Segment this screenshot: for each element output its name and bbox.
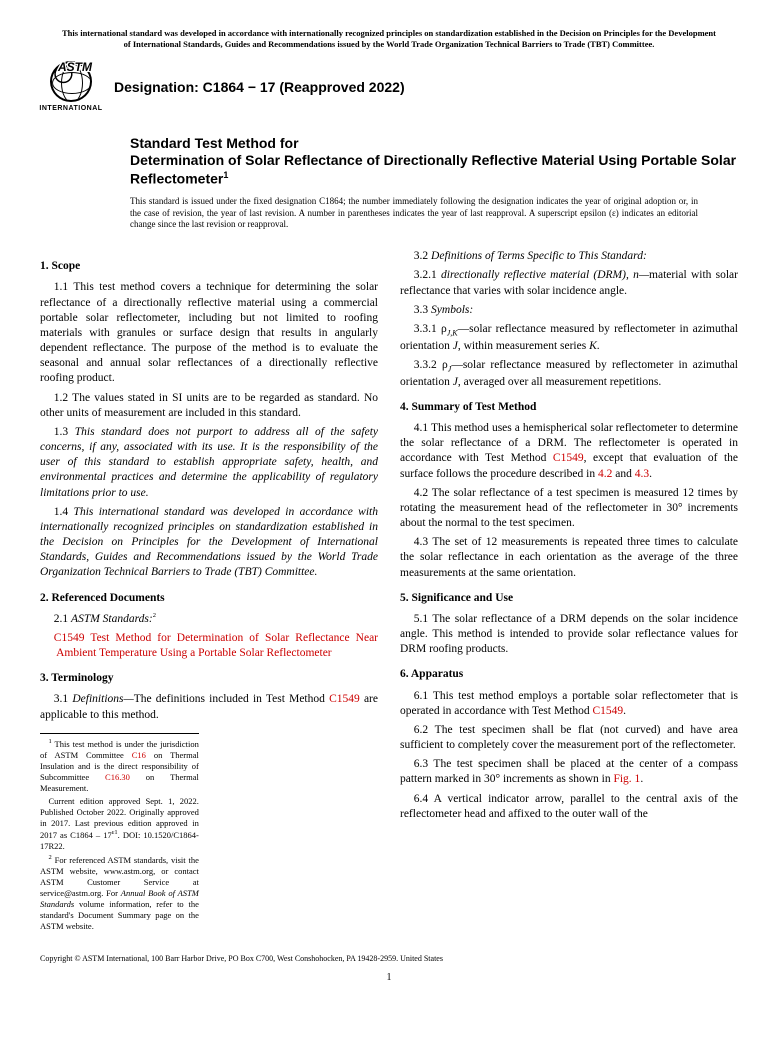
section-2-head: 2. Referenced Documents (40, 591, 378, 606)
footnote-2: 2 For referenced ASTM standards, visit t… (40, 854, 199, 932)
copyright: Copyright © ASTM International, 100 Barr… (40, 954, 738, 965)
page-number: 1 (40, 971, 738, 984)
para-3-2: 3.2 Definitions of Terms Specific to Thi… (400, 249, 738, 264)
link-c1549-3[interactable]: C1549 (553, 452, 584, 464)
para-3-3-1: 3.3.1 ρJ,K—solar reflectance measured by… (400, 322, 738, 354)
para-1-4: 1.4 This international standard was deve… (40, 505, 378, 581)
body-columns: 1. Scope 1.1 This test method covers a t… (40, 249, 738, 934)
para-1-2: 1.2 The values stated in SI units are to… (40, 391, 378, 421)
title-main: Determination of Solar Reflectance of Di… (130, 152, 738, 188)
para-3-1: 3.1 Definitions—The definitions included… (40, 692, 378, 722)
para-1-1: 1.1 This test method covers a technique … (40, 280, 378, 386)
title-footnote-ref: 1 (223, 170, 228, 180)
link-c1549-4[interactable]: C1549 (593, 705, 624, 717)
para-5-1: 5.1 The solar reflectance of a DRM depen… (400, 612, 738, 658)
footnotes: 1 This test method is under the jurisdic… (40, 733, 199, 932)
link-fig-1[interactable]: Fig. 1 (613, 773, 640, 785)
title-block: Standard Test Method for Determination o… (130, 135, 738, 188)
para-1-3: 1.3 1.3 This standard does not purport t… (40, 425, 378, 501)
para-4-3: 4.3 The set of 12 measurements is repeat… (400, 535, 738, 581)
para-2-1: 2.1 ASTM Standards:2 (40, 612, 378, 627)
issuance-note: This standard is issued under the fixed … (130, 196, 698, 231)
title-prefix: Standard Test Method for (130, 135, 738, 153)
tbt-notice: This international standard was develope… (40, 28, 738, 51)
para-6-3: 6.3 The test specimen shall be placed at… (400, 757, 738, 787)
link-c16-30[interactable]: C16.30 (105, 772, 130, 782)
section-3-head: 3. Terminology (40, 671, 378, 686)
section-1-head: 1. Scope (40, 259, 378, 274)
header-row: ASTM INTERNATIONAL Designation: C1864 − … (40, 61, 738, 113)
para-3-3: 3.3 Symbols: (400, 303, 738, 318)
link-c1549-2[interactable]: C1549 (329, 693, 360, 705)
link-c1549[interactable]: C1549 (54, 632, 85, 644)
footnote-1: 1 This test method is under the jurisdic… (40, 738, 199, 794)
para-3-3-2: 3.3.2 ρJ—solar reflectance measured by r… (400, 358, 738, 390)
section-4-head: 4. Summary of Test Method (400, 400, 738, 415)
section-5-head: 5. Significance and Use (400, 591, 738, 606)
footnote-1b: Current edition approved Sept. 1, 2022. … (40, 796, 199, 852)
para-6-1: 6.1 This test method employs a portable … (400, 689, 738, 719)
astm-logo: ASTM INTERNATIONAL (40, 61, 102, 113)
link-4-3[interactable]: 4.3 (635, 468, 649, 480)
para-4-1: 4.1 This method uses a hemispherical sol… (400, 421, 738, 482)
link-c16[interactable]: C16 (132, 750, 146, 760)
section-6-head: 6. Apparatus (400, 667, 738, 682)
ref-c1549: C1549 Test Method for Determination of S… (40, 631, 378, 661)
para-6-2: 6.2 The test specimen shall be flat (not… (400, 723, 738, 753)
designation: Designation: C1864 − 17 (Reapproved 2022… (114, 78, 405, 96)
logo-subtext: INTERNATIONAL (39, 104, 102, 113)
para-3-2-1: 3.2.1 directionally reflective material … (400, 268, 738, 298)
link-4-2[interactable]: 4.2 (598, 468, 612, 480)
para-6-4: 6.4 A vertical indicator arrow, parallel… (400, 792, 738, 822)
para-4-2: 4.2 The solar reflectance of a test spec… (400, 486, 738, 532)
